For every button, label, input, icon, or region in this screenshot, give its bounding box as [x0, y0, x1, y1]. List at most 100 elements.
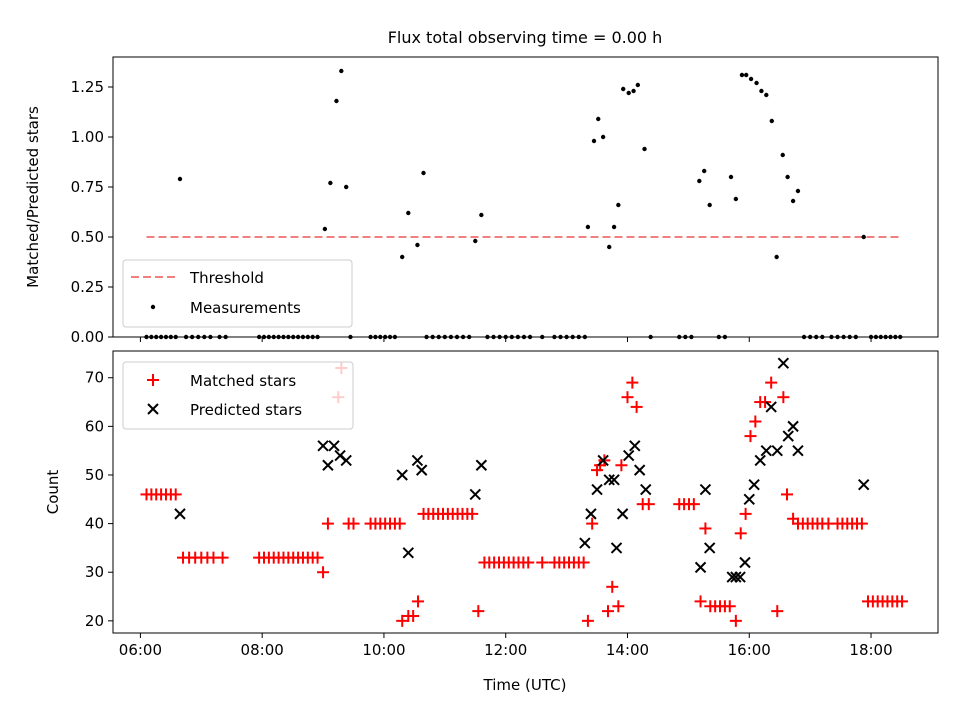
matched-point — [577, 556, 590, 569]
matched-point — [522, 556, 535, 569]
matched-point — [694, 595, 707, 608]
bottom-ytick-label: 20 — [85, 612, 104, 630]
bottom-ytick-label: 50 — [85, 466, 104, 484]
matched-point — [407, 609, 420, 622]
matched-point — [393, 517, 406, 530]
predicted-point — [694, 561, 707, 574]
measurement-point — [611, 224, 617, 230]
predicted-point — [777, 357, 790, 369]
matched-point — [472, 605, 485, 618]
measurement-point — [631, 88, 636, 94]
predicted-point — [469, 488, 481, 501]
predicted-point — [585, 508, 597, 520]
measurement-point — [780, 152, 785, 158]
predicted-point — [396, 469, 408, 481]
predicted-point — [317, 440, 329, 452]
bottom-frame — [112, 350, 939, 634]
measurement-point — [642, 146, 647, 152]
matched-point — [606, 580, 619, 593]
measurement-point — [479, 212, 484, 218]
bottom-xtick-label: 16:00 — [728, 641, 771, 659]
predicted-point — [748, 478, 760, 491]
matched-point — [896, 595, 909, 608]
measurement-point — [322, 226, 328, 232]
predicted-point — [322, 459, 334, 471]
bottom-panel: 20 30 40 50 60 70 06:00 08:00 10:00 12:00 14:00 16:… — [44, 350, 939, 694]
matched-point — [466, 507, 479, 520]
measurement-point — [591, 138, 597, 144]
bottom-xtick-label: 10:00 — [362, 641, 405, 659]
matched-point — [581, 614, 594, 627]
predicted-point — [597, 454, 609, 467]
bottom-xlabel: Time (UTC) — [483, 676, 567, 694]
matched-point — [723, 600, 736, 613]
matched-point — [396, 614, 409, 627]
measurement-point — [754, 80, 759, 86]
predicted-point — [174, 508, 186, 520]
measurement-point — [728, 174, 734, 180]
top-ytick-label: 1.25 — [71, 78, 104, 96]
matched-point — [771, 605, 784, 618]
predicted-point — [858, 478, 870, 491]
top-ytick-label: 0.25 — [71, 278, 104, 296]
predicted-point — [328, 440, 340, 452]
predicted-point — [415, 464, 428, 476]
matched-point — [734, 527, 747, 540]
measurement-point — [697, 178, 702, 184]
measurement-point — [328, 180, 333, 186]
predicted-point — [610, 542, 623, 554]
measurement-point — [744, 72, 749, 78]
measurement-point — [600, 134, 606, 140]
measurement-point — [764, 92, 769, 98]
measurement-point — [616, 202, 621, 208]
matched-point — [621, 391, 634, 404]
predicted-legend-marker — [147, 403, 159, 415]
predicted-point — [579, 537, 591, 549]
matched-point — [347, 517, 360, 530]
bottom-xtick-label: 18:00 — [849, 641, 892, 659]
top-ytick-label: 1.00 — [71, 128, 104, 146]
matched-point — [615, 459, 628, 472]
matched-point — [765, 376, 778, 389]
measurement-point — [759, 88, 764, 94]
predicted-point — [640, 483, 652, 496]
predicted-point — [475, 459, 488, 471]
matched-point — [744, 430, 757, 443]
measurement-point — [769, 118, 774, 124]
bottom-xtick-label: 12:00 — [484, 641, 527, 659]
measurement-point — [415, 242, 420, 248]
bottom-legend: Matched stars Predicted stars — [122, 361, 354, 430]
predicted-point — [743, 493, 755, 506]
matched-point — [739, 507, 752, 520]
measurement-point — [785, 174, 790, 180]
bottom-plot-area — [140, 357, 909, 627]
predicted-point — [787, 420, 799, 433]
predicted-point — [760, 444, 773, 457]
matched-point — [729, 614, 742, 627]
matched-point — [630, 400, 643, 413]
measurement-point — [473, 238, 478, 244]
chart-title: Flux total observing time = 0.00 h — [388, 28, 663, 47]
bottom-ytick-label: 30 — [85, 563, 104, 581]
matched-point — [602, 605, 614, 618]
legend-predicted-label: Predicted stars — [190, 401, 302, 419]
top-ylabel: Matched/Predicted stars — [24, 106, 42, 288]
measurement-point — [621, 86, 626, 92]
measurement-point — [334, 98, 339, 104]
bottom-xtick-label: 08:00 — [241, 641, 284, 659]
top-ytick-label: 0.00 — [71, 328, 104, 346]
predicted-point — [782, 430, 794, 442]
legend-matched-label: Matched stars — [190, 372, 296, 390]
matched-point — [626, 376, 639, 389]
predicted-point — [730, 571, 742, 583]
matched-point — [311, 551, 324, 564]
measurement-point — [339, 68, 344, 74]
top-axes: 0.00 0.25 0.50 0.75 1.00 1.25 — [71, 78, 872, 346]
predicted-point — [792, 444, 804, 457]
measurement-point — [596, 116, 601, 122]
bottom-ylabel: Count — [44, 470, 62, 515]
measurement-point — [421, 170, 426, 176]
matched-point — [687, 498, 700, 511]
measurement-point — [739, 72, 745, 78]
